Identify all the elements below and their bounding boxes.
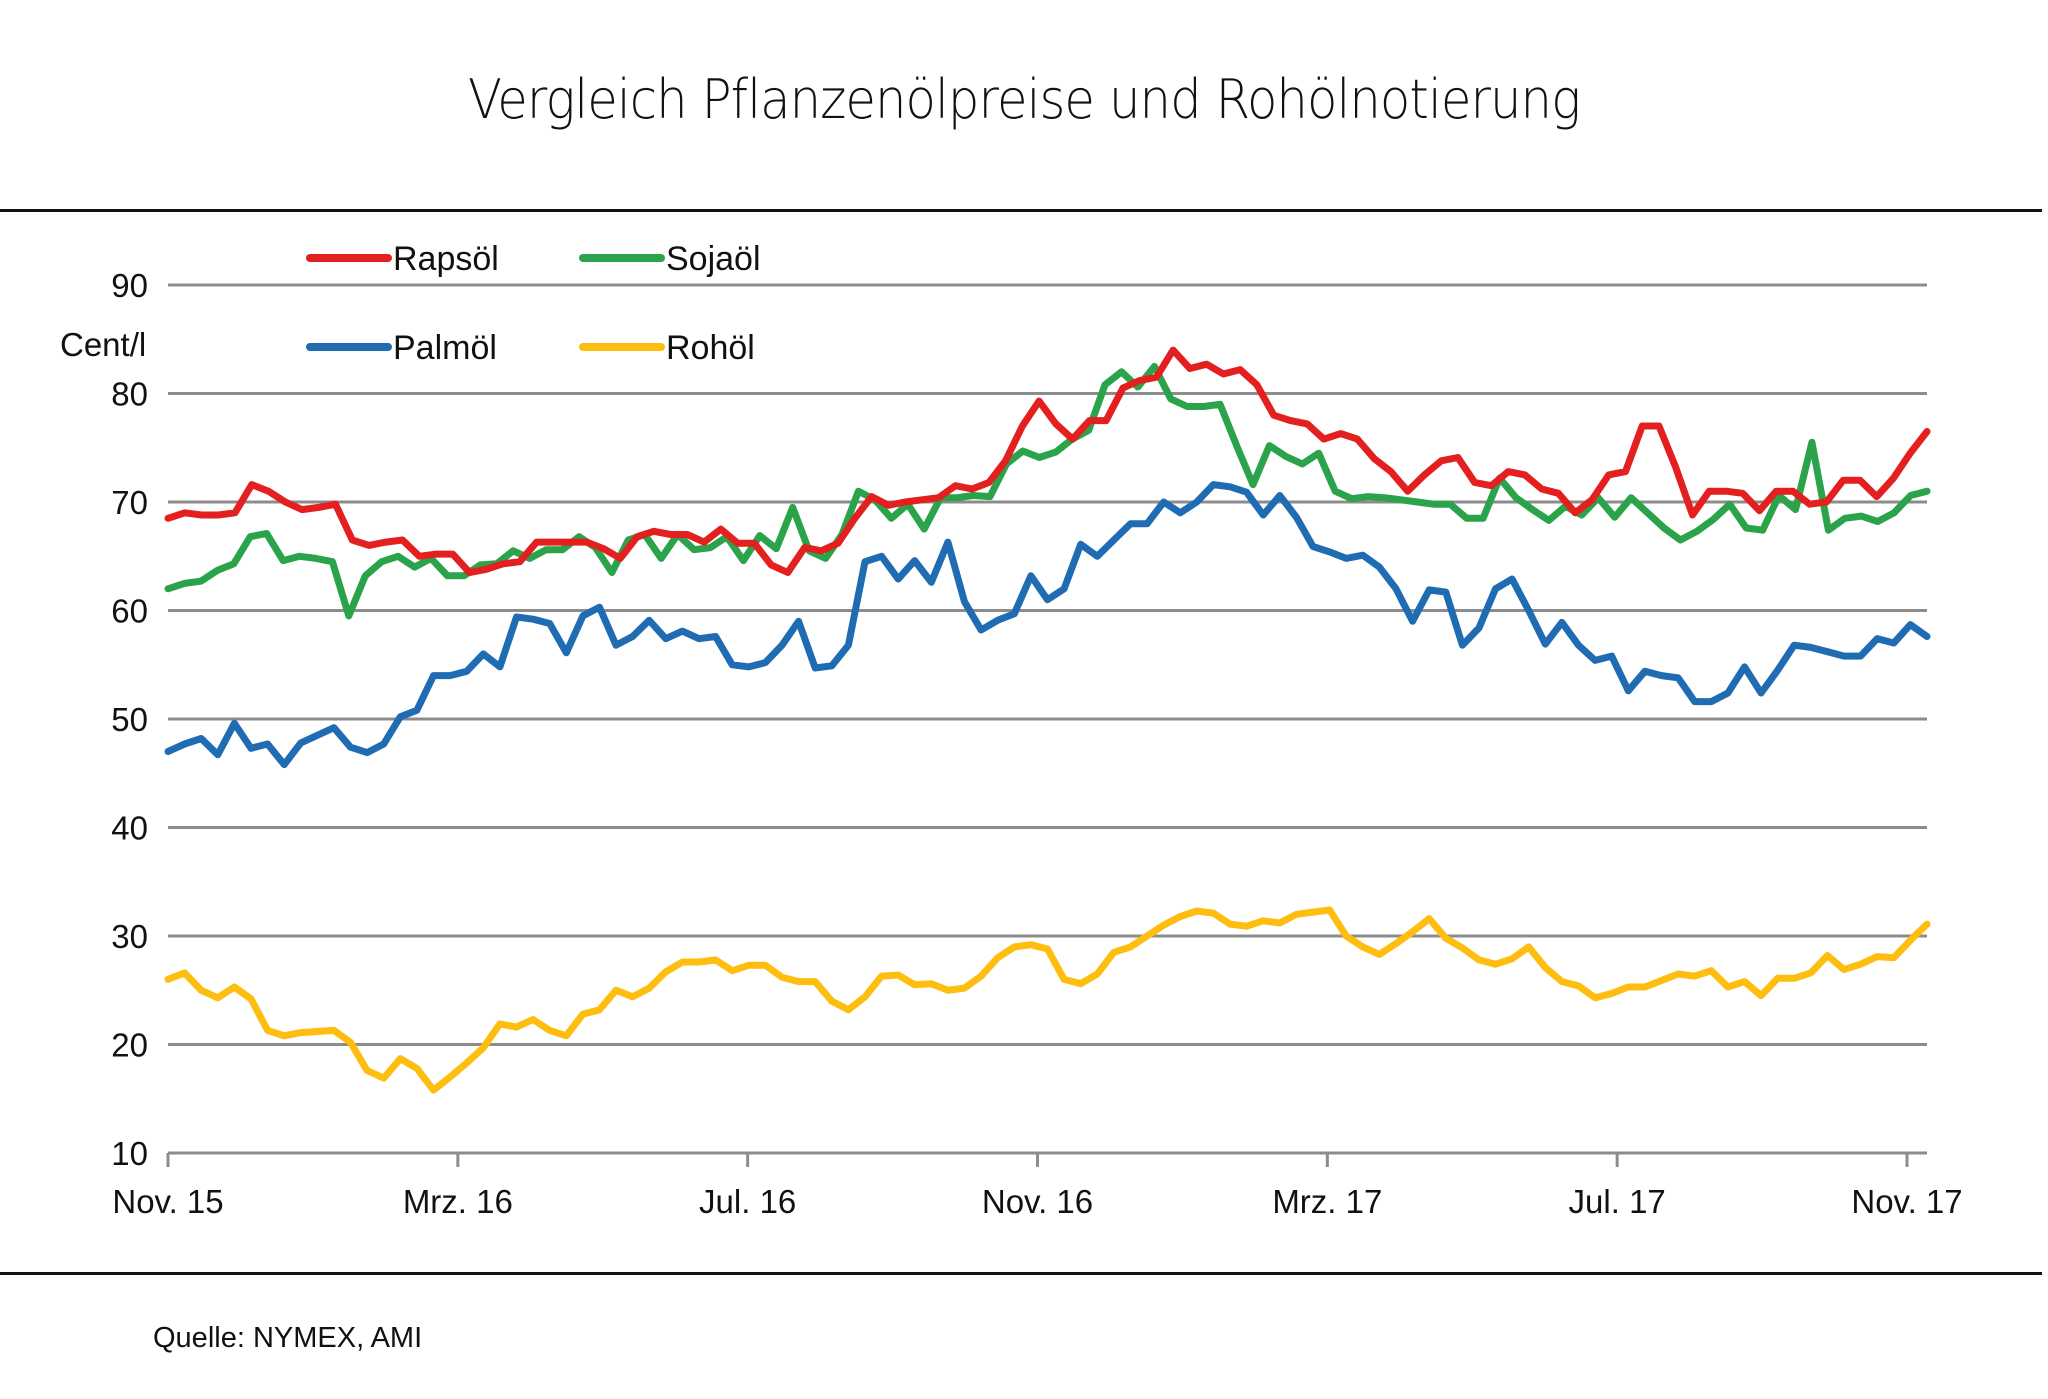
y-tick-label: 10 (111, 1135, 148, 1172)
legend-item: Palmöl (306, 329, 497, 367)
legend: Rapsöl Sojaöl Palmöl Rohöl (306, 240, 761, 367)
y-tick-label: 80 (111, 376, 148, 413)
x-tick-label: Nov. 16 (982, 1183, 1093, 1220)
y-tick-label: 20 (111, 1027, 148, 1064)
legend-item: Rohöl (579, 329, 755, 367)
x-tick-label: Mrz. 17 (1272, 1183, 1382, 1220)
y-tick-label: 40 (111, 810, 148, 847)
y-tick-label: 70 (111, 484, 148, 521)
legend-item: Sojaöl (579, 240, 761, 278)
legend-item: Rapsöl (306, 240, 499, 278)
series-line-sojaoel (164, 362, 1931, 620)
y-tick-label: 50 (111, 701, 148, 738)
legend-label: Palmöl (393, 329, 497, 367)
y-axis-ticks: 90 80 70 60 50 40 30 20 10 (111, 267, 148, 1172)
x-tick-label: Jul. 16 (699, 1183, 796, 1220)
x-tick-label: Nov. 17 (1851, 1183, 1962, 1220)
legend-label: Sojaöl (666, 240, 761, 278)
legend-label: Rohöl (666, 329, 755, 367)
legend-label: Rapsöl (393, 240, 499, 278)
series-line-rohoel (164, 906, 1931, 1094)
x-axis: Nov. 15 Mrz. 16 Jul. 16 Nov. 16 Mrz. 17 Jul. … (112, 1151, 1963, 1220)
series-line-rapsoel (164, 346, 1931, 576)
source-note: Quelle: NYMEX, AMI (153, 1322, 423, 1354)
y-tick-label: 60 (111, 593, 148, 630)
top-divider (0, 209, 2042, 212)
chart-title: Vergleich Pflanzenölpreise und Rohölnoti… (467, 68, 1581, 131)
x-tick-label: Mrz. 16 (403, 1183, 513, 1220)
gridlines (168, 283, 1927, 1046)
series-line-palmoel (164, 481, 1931, 769)
bottom-divider (0, 1272, 2042, 1275)
y-tick-label: 90 (111, 267, 148, 304)
series-lines (164, 346, 1931, 1094)
x-tick-label: Nov. 15 (112, 1183, 223, 1220)
y-axis-unit-label: Cent/l (60, 326, 146, 363)
y-tick-label: 30 (111, 918, 148, 955)
x-tick-label: Jul. 17 (1569, 1183, 1666, 1220)
